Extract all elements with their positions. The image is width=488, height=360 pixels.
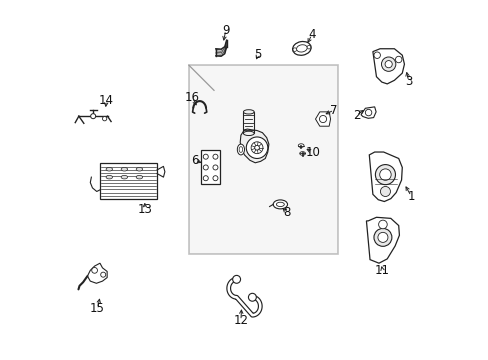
Ellipse shape — [298, 144, 304, 147]
Text: 6: 6 — [191, 154, 198, 167]
Text: 5: 5 — [254, 48, 261, 61]
Ellipse shape — [273, 200, 287, 209]
Circle shape — [246, 137, 267, 158]
Circle shape — [365, 109, 371, 116]
Text: 11: 11 — [374, 264, 389, 277]
Polygon shape — [87, 263, 107, 283]
Polygon shape — [315, 112, 330, 126]
Text: 4: 4 — [307, 28, 315, 41]
Ellipse shape — [136, 175, 142, 179]
Text: 10: 10 — [305, 145, 320, 158]
Text: 16: 16 — [184, 91, 200, 104]
Text: 15: 15 — [90, 302, 105, 315]
Ellipse shape — [106, 167, 112, 171]
Ellipse shape — [276, 202, 284, 207]
Ellipse shape — [296, 45, 306, 52]
Ellipse shape — [243, 131, 254, 135]
Text: 8: 8 — [283, 206, 290, 219]
Bar — [100, 163, 157, 199]
Circle shape — [203, 176, 208, 181]
Text: 7: 7 — [330, 104, 337, 117]
Circle shape — [203, 154, 208, 159]
Circle shape — [395, 56, 401, 63]
Text: 13: 13 — [137, 203, 152, 216]
Circle shape — [101, 272, 105, 277]
Text: 9: 9 — [222, 24, 229, 37]
Circle shape — [319, 116, 326, 123]
Polygon shape — [240, 129, 268, 163]
Circle shape — [90, 114, 96, 119]
Circle shape — [380, 186, 389, 197]
Circle shape — [232, 275, 240, 283]
Bar — [188, 65, 337, 253]
Ellipse shape — [299, 152, 305, 155]
Ellipse shape — [239, 147, 242, 152]
Circle shape — [212, 165, 218, 170]
Circle shape — [377, 232, 387, 242]
Ellipse shape — [243, 110, 254, 114]
Circle shape — [381, 57, 395, 71]
Bar — [201, 149, 220, 184]
Circle shape — [203, 165, 208, 170]
Polygon shape — [366, 217, 399, 263]
Polygon shape — [372, 49, 404, 84]
Polygon shape — [368, 152, 402, 202]
Ellipse shape — [136, 167, 142, 171]
Circle shape — [373, 228, 391, 246]
Circle shape — [248, 293, 256, 301]
Text: 1: 1 — [407, 190, 414, 203]
Polygon shape — [360, 107, 375, 118]
Circle shape — [251, 142, 263, 154]
Circle shape — [92, 267, 97, 273]
Circle shape — [212, 176, 218, 181]
Ellipse shape — [106, 175, 112, 179]
Circle shape — [373, 52, 380, 58]
Circle shape — [102, 117, 106, 121]
Ellipse shape — [237, 144, 244, 155]
Circle shape — [378, 220, 386, 229]
Circle shape — [379, 169, 390, 180]
Bar — [243, 112, 254, 134]
Circle shape — [375, 165, 395, 185]
Text: 12: 12 — [233, 314, 248, 327]
Circle shape — [384, 60, 391, 68]
Ellipse shape — [121, 167, 127, 171]
Circle shape — [254, 145, 259, 150]
Ellipse shape — [292, 41, 310, 55]
Circle shape — [306, 45, 310, 49]
Circle shape — [212, 154, 218, 159]
Text: 14: 14 — [99, 94, 114, 107]
Ellipse shape — [121, 175, 127, 179]
Circle shape — [292, 48, 296, 51]
Text: 3: 3 — [404, 75, 411, 88]
Text: 2: 2 — [352, 109, 359, 122]
